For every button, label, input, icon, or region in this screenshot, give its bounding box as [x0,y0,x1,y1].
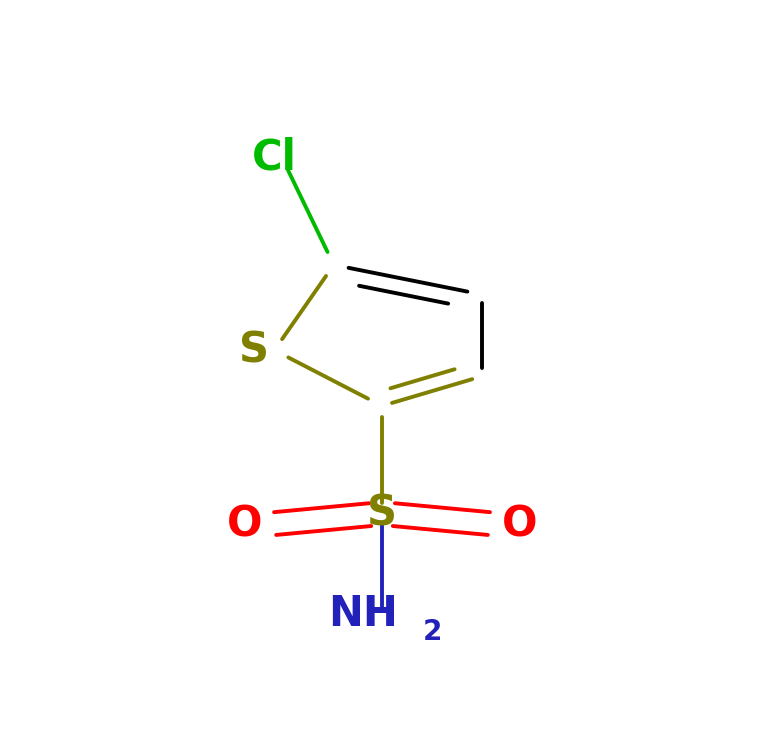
Text: Cl: Cl [252,136,297,178]
Text: S: S [238,329,269,371]
Text: S: S [367,492,397,534]
Text: 2: 2 [422,618,442,646]
Text: O: O [227,504,263,545]
Text: O: O [501,504,537,545]
Text: NH: NH [329,593,398,635]
